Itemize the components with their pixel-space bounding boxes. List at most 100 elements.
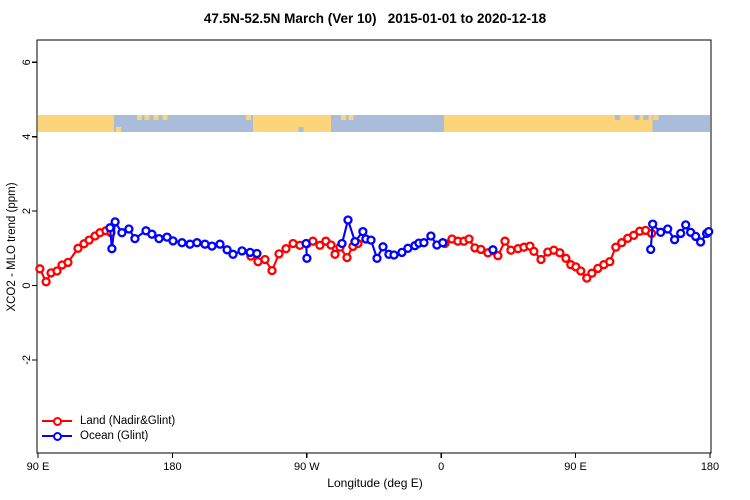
land-data-point	[536, 254, 546, 265]
ocean-data-point	[222, 245, 232, 255]
land-ocean-band-segment	[330, 115, 444, 133]
ocean-data-point	[663, 224, 673, 234]
ocean-data-point	[343, 215, 353, 225]
ocean-data-point	[438, 238, 448, 248]
y-tick-label: 0	[21, 282, 33, 288]
band-speckle	[653, 115, 659, 121]
land-data-point	[611, 242, 621, 252]
land-ocean-band-segment	[443, 115, 653, 133]
band-speckle	[643, 115, 649, 121]
land-data-point	[41, 277, 51, 287]
ocean-data-point	[397, 247, 407, 258]
ocean-data-point	[372, 253, 382, 263]
land-data-point	[464, 234, 474, 244]
ocean-data-point	[426, 231, 436, 241]
land-data-point	[629, 230, 639, 240]
ocean-data-point	[107, 244, 117, 254]
land-data-point	[476, 244, 486, 255]
band-speckle	[162, 115, 168, 121]
legend-label-land: Land (Nadir&Glint)	[80, 414, 176, 427]
ocean-data-point	[177, 238, 187, 248]
land-data-point	[506, 245, 516, 255]
ocean-data-point	[695, 237, 706, 247]
chart-title: 47.5N-52.5N March (Ver 10) 2015-01-01 to…	[203, 11, 547, 26]
x-tick-label: 90 E	[564, 461, 587, 473]
land-data-point	[274, 249, 284, 259]
land-data-point	[73, 243, 83, 253]
ocean-data-point	[656, 227, 666, 237]
band-speckle	[634, 115, 640, 121]
land-data-point	[260, 254, 270, 265]
land-data-point	[84, 235, 94, 245]
ocean-data-point	[350, 236, 360, 247]
land-data-point	[587, 268, 597, 278]
x-axis-title: Longitude (deg E)	[327, 476, 423, 490]
ocean-data-point	[207, 241, 217, 251]
land-data-point	[330, 249, 340, 259]
ocean-data-point	[302, 253, 312, 263]
ocean-data-point	[252, 248, 262, 259]
land-data-point	[342, 252, 352, 263]
x-tick-label: 180	[163, 461, 181, 473]
land-data-point	[576, 266, 586, 276]
ocean-data-point	[215, 239, 225, 249]
band-speckle	[298, 127, 304, 133]
land-data-point	[500, 236, 510, 246]
land-ocean-band-segment	[38, 115, 115, 133]
band-speckle	[348, 115, 354, 121]
land-data-point	[52, 266, 62, 276]
land-data-point	[605, 257, 615, 267]
land-ocean-band-segment	[252, 115, 331, 133]
land-data-point	[555, 248, 565, 258]
land-data-point	[529, 246, 539, 256]
legend-label-ocean: Ocean (Glint)	[80, 429, 149, 442]
band-speckle	[254, 115, 260, 121]
ocean-data-point	[154, 233, 164, 244]
ocean-data-point	[669, 235, 680, 245]
ocean-data-point	[488, 245, 498, 255]
ocean-data-point	[648, 219, 658, 229]
ocean-data-point	[237, 246, 247, 256]
ocean-data-point	[704, 226, 714, 237]
ocean-data-point	[301, 238, 311, 249]
x-tick-label: 180	[701, 461, 719, 473]
band-speckle	[116, 127, 122, 133]
land-data-point	[267, 265, 277, 276]
land-data-point	[617, 238, 627, 248]
y-axis-title: XCO2 - MLO trend (ppm)	[6, 182, 18, 312]
land-ocean-band-segment	[114, 115, 253, 133]
ocean-data-point	[117, 228, 127, 238]
ocean-line-marker-icon	[42, 430, 72, 442]
ocean-data-point	[337, 238, 347, 249]
ocean-data-point	[358, 226, 368, 237]
ocean-data-point	[124, 224, 134, 234]
land-data-point	[326, 240, 336, 250]
y-tick-label: 4	[21, 134, 33, 140]
plot-border	[36, 39, 712, 454]
ocean-data-point	[192, 238, 202, 248]
ocean-data-point	[681, 220, 691, 230]
land-data-point	[63, 257, 73, 268]
ocean-data-point	[168, 236, 178, 246]
ocean-data-point	[366, 235, 376, 245]
x-tick-label: 90 W	[294, 461, 320, 473]
land-data-point	[35, 264, 45, 274]
band-speckle	[153, 115, 159, 121]
y-tick-label: 2	[21, 208, 33, 214]
ocean-data-point	[646, 244, 656, 255]
ocean-data-point	[419, 238, 429, 248]
legend-item-ocean: Ocean (Glint)	[42, 428, 175, 443]
ocean-data-point	[676, 228, 686, 239]
y-tick-label: -2	[21, 355, 33, 365]
band-speckle	[614, 115, 620, 121]
x-tick-label: 0	[438, 461, 444, 473]
ocean-data-point	[130, 233, 140, 244]
x-tick-label: 90 E	[27, 461, 50, 473]
band-speckle	[340, 115, 346, 121]
ocean-data-point	[228, 249, 238, 259]
band-speckle	[137, 115, 143, 121]
ocean-data-point	[691, 231, 701, 242]
ocean-data-point	[147, 229, 157, 239]
